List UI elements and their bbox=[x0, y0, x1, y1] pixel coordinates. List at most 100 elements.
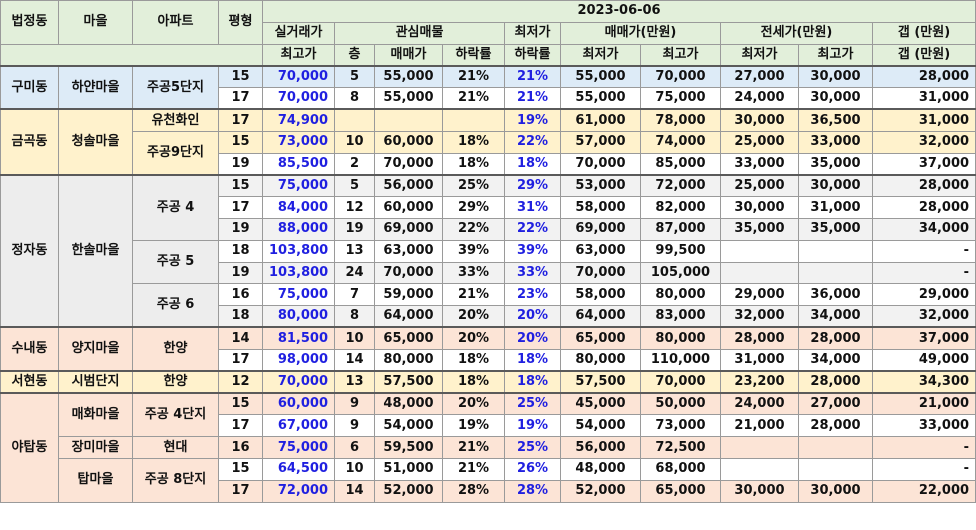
lowest-drop-cell: 20% bbox=[504, 326, 561, 350]
jeonse-max-cell: 28,000 bbox=[798, 326, 873, 350]
drop-rate-cell: 39% bbox=[442, 239, 505, 263]
header-floor: 층 bbox=[334, 43, 375, 67]
gap-cell: 49,000 bbox=[871, 348, 976, 372]
apartment-cell: 한양 bbox=[132, 326, 219, 372]
sale-price-cell: 60,000 bbox=[374, 130, 443, 154]
actual-max-cell: 88,000 bbox=[262, 217, 335, 241]
header-lowest: 최저가 bbox=[504, 21, 561, 45]
jeonse-min-cell bbox=[720, 261, 799, 285]
jeonse-max-cell: 30,000 bbox=[798, 173, 873, 198]
actual-max-cell: 70,000 bbox=[262, 87, 335, 110]
apartment-cell: 유천화인 bbox=[132, 108, 219, 132]
actual-max-cell: 98,000 bbox=[262, 348, 335, 372]
pyeong-cell: 18 bbox=[218, 239, 263, 263]
sale-min-cell: 45,000 bbox=[560, 392, 641, 416]
gap-cell: 29,000 bbox=[871, 283, 976, 307]
gap-cell: 34,300 bbox=[871, 370, 976, 394]
floor-cell: 14 bbox=[334, 479, 375, 503]
lowest-drop-cell: 39% bbox=[504, 239, 561, 263]
jeonse-min-cell: 27,000 bbox=[720, 64, 799, 89]
lowest-drop-cell: 29% bbox=[504, 173, 561, 198]
lowest-drop-cell: 18% bbox=[504, 152, 561, 176]
sale-price-cell: 54,000 bbox=[374, 414, 443, 438]
header-jeonse-min: 최저가 bbox=[720, 43, 799, 67]
header-sale-price: 매매가 bbox=[374, 43, 443, 67]
header-dong: 법정동 bbox=[0, 0, 59, 45]
header-jeonse-max: 최고가 bbox=[798, 43, 873, 67]
pyeong-cell: 17 bbox=[218, 414, 263, 438]
actual-max-cell: 72,000 bbox=[262, 479, 335, 503]
table-row: 주공9단지 15 73,000 10 60,000 18% 22% 57,000 74,000 2… bbox=[1, 130, 976, 176]
jeonse-max-cell: 36,500 bbox=[798, 108, 873, 132]
actual-max-cell: 75,000 bbox=[262, 283, 335, 307]
gap-cell: 33,000 bbox=[871, 414, 976, 438]
sale-max-cell: 87,000 bbox=[640, 217, 721, 241]
lowest-drop-cell: 22% bbox=[504, 217, 561, 241]
sale-price-cell: 63,000 bbox=[374, 239, 443, 263]
drop-rate-cell: 18% bbox=[442, 152, 505, 176]
pyeong-cell: 17 bbox=[218, 87, 263, 110]
sale-min-cell: 70,000 bbox=[560, 261, 641, 285]
lowest-drop-cell: 25% bbox=[504, 392, 561, 416]
lowest-drop-cell: 23% bbox=[504, 283, 561, 307]
gap-cell: 37,000 bbox=[871, 326, 976, 350]
lowest-drop-cell: 21% bbox=[504, 64, 561, 89]
apartment-cell: 주공9단지 bbox=[132, 130, 219, 176]
pyeong-cell: 15 bbox=[218, 457, 263, 481]
sale-price-cell: 65,000 bbox=[374, 326, 443, 350]
village-cell: 시범단지 bbox=[58, 370, 133, 394]
lowest-drop-cell: 18% bbox=[504, 370, 561, 394]
sale-min-cell: 54,000 bbox=[560, 414, 641, 438]
apartment-cell: 주공5단지 bbox=[132, 64, 219, 110]
floor-cell: 6 bbox=[334, 436, 375, 459]
sale-min-cell: 65,000 bbox=[560, 326, 641, 350]
floor-cell: 9 bbox=[334, 414, 375, 438]
gap-cell: 21,000 bbox=[871, 392, 976, 416]
sale-price-cell: 55,000 bbox=[374, 64, 443, 89]
jeonse-min-cell: 28,000 bbox=[720, 326, 799, 350]
sale-min-cell: 70,000 bbox=[560, 152, 641, 176]
actual-max-cell: 73,000 bbox=[262, 130, 335, 154]
sale-min-cell: 63,000 bbox=[560, 239, 641, 263]
table-row: 야탑동 매화마을 주공 4단지 15 60,000 9 48,000 20% 25% 45,000… bbox=[0, 392, 976, 503]
drop-rate-cell: 20% bbox=[442, 326, 505, 350]
village-cell: 매화마을 bbox=[58, 392, 133, 438]
drop-rate-cell: 18% bbox=[442, 370, 505, 394]
sale-price-cell: 70,000 bbox=[374, 152, 443, 176]
apartment-cell: 주공 4 bbox=[132, 173, 219, 241]
sale-max-cell: 65,000 bbox=[640, 479, 721, 503]
sale-max-cell: 72,000 bbox=[640, 173, 721, 198]
floor-cell: 10 bbox=[334, 326, 375, 350]
floor-cell: 24 bbox=[334, 261, 375, 285]
floor-cell: 12 bbox=[334, 196, 375, 219]
dong-cell: 수내동 bbox=[0, 326, 59, 372]
sale-price-cell bbox=[374, 108, 443, 132]
jeonse-max-cell: 34,000 bbox=[798, 305, 873, 328]
pyeong-cell: 15 bbox=[218, 64, 263, 89]
pyeong-cell: 19 bbox=[218, 217, 263, 241]
sale-max-cell: 99,500 bbox=[640, 239, 721, 263]
drop-rate-cell: 22% bbox=[442, 217, 505, 241]
gap-cell: 28,000 bbox=[871, 173, 976, 198]
header-interest-listing: 관심매물 bbox=[334, 21, 505, 45]
pyeong-cell: 17 bbox=[218, 108, 263, 132]
sale-max-cell: 73,000 bbox=[640, 414, 721, 438]
sale-max-cell: 85,000 bbox=[640, 152, 721, 176]
header-date: 2023-06-06 bbox=[261, 0, 976, 23]
sale-min-cell: 57,000 bbox=[560, 130, 641, 154]
header-sale-range: 매매가(만원) bbox=[560, 21, 721, 45]
sale-max-cell: 83,000 bbox=[640, 305, 721, 328]
village-cell: 탑마을 bbox=[58, 457, 133, 503]
drop-rate-cell: 19% bbox=[442, 414, 505, 438]
floor-cell: 5 bbox=[334, 64, 375, 89]
sale-min-cell: 58,000 bbox=[560, 196, 641, 219]
lowest-drop-cell: 20% bbox=[504, 305, 561, 328]
sale-price-cell: 48,000 bbox=[374, 392, 443, 416]
floor-cell: 19 bbox=[334, 217, 375, 241]
lowest-drop-cell: 19% bbox=[504, 414, 561, 438]
pyeong-cell: 19 bbox=[218, 152, 263, 176]
table-row: 금곡동 청솔마을 유천화인 17 74,900 19% 61,000 78,000 30,000… bbox=[0, 108, 976, 176]
pyeong-cell: 17 bbox=[218, 348, 263, 372]
table-row: 17 84,000 12 60,000 29% 31% 58,000 82,000 30,000… bbox=[1, 196, 976, 219]
pyeong-cell: 16 bbox=[218, 436, 263, 459]
